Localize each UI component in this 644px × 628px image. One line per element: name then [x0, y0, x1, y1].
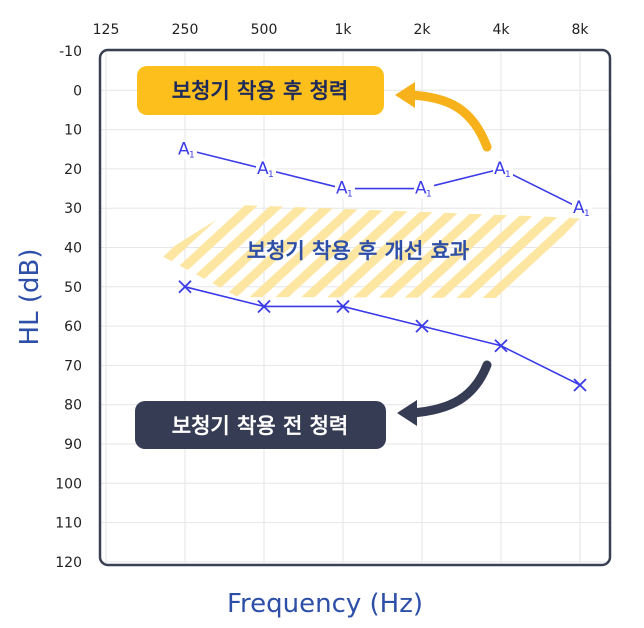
marker-backdrop	[493, 158, 513, 179]
hatch-stripe	[606, 190, 644, 310]
marker-subscript: 1	[268, 170, 274, 180]
series-unaided-segment	[421, 325, 502, 347]
marker-backdrop	[177, 139, 197, 160]
y-tick-label: 20	[64, 162, 82, 178]
series-unaided-segment	[342, 305, 423, 327]
marker-glyph: A	[573, 198, 585, 218]
marker-backdrop	[256, 158, 276, 179]
x-tick-label: 4k	[492, 22, 510, 38]
y-tick-label: 80	[64, 398, 82, 414]
hatch-stripe	[212, 205, 350, 298]
marker-glyph: A	[257, 159, 269, 179]
x-tick-labels: 125 250 500 1k 2k 4k 8k	[93, 22, 590, 38]
y-tick-label: 40	[64, 241, 82, 257]
marker-glyph: A	[336, 179, 348, 199]
marker-glyph: A	[415, 179, 427, 199]
hatch-stripe	[632, 190, 644, 310]
y-tick-label: 10	[64, 123, 82, 139]
y-tick-label: 0	[73, 83, 82, 99]
unaided-pill-label: 보청기 착용 전 청력	[172, 414, 349, 438]
x-tick-label: 125	[93, 22, 120, 38]
marker-glyph: A	[178, 139, 190, 159]
y-tick-label: 110	[55, 516, 82, 532]
y-tick-label: 90	[64, 437, 82, 453]
marker-subscript: 1	[426, 190, 432, 200]
marker-backdrop	[335, 178, 355, 199]
hatch-stripe	[0, 190, 8, 310]
y-tick-label: -10	[59, 44, 82, 60]
aided-pill	[137, 66, 384, 115]
y-tick-label: 70	[64, 358, 82, 374]
series-aided-segment	[421, 168, 502, 190]
x-tick-label: 2k	[413, 22, 431, 38]
x-tick-label: 500	[251, 22, 278, 38]
series-unaided	[178, 280, 587, 392]
series-unaided-point	[257, 299, 271, 314]
marker-subscript: 1	[347, 190, 353, 200]
series-unaided-point	[494, 339, 508, 353]
marker-subscript: 1	[505, 170, 511, 180]
aided-arrowhead	[395, 82, 415, 108]
x-tick-label: 1k	[334, 22, 352, 38]
marker-glyph: A	[494, 159, 506, 179]
y-axis-title: HL (dB)	[15, 249, 45, 346]
y-tick-label: 30	[64, 201, 82, 217]
series-aided-segment	[263, 168, 344, 190]
y-tick-label: 120	[55, 555, 82, 571]
series-unaided-segment	[184, 286, 265, 308]
hatch-stripe	[238, 205, 376, 298]
unaided-arrow	[407, 360, 492, 418]
aided-callout: 보청기 착용 후 청력	[137, 66, 492, 152]
marker-backdrop	[414, 178, 434, 199]
y-tick-label: 100	[55, 476, 82, 492]
aided-pill-label: 보청기 착용 후 청력	[172, 79, 349, 103]
series-unaided-segment	[500, 345, 581, 386]
y-tick-labels: -10 0 10 20 30 40 50 60 70 80 90 100 110 120	[55, 44, 82, 571]
series-unaided-point	[415, 319, 429, 333]
series-aided-segment	[500, 168, 581, 209]
series-aided-segment	[184, 148, 265, 170]
series-aided: A 1A 1A 1 A 1A 1A 1	[177, 139, 592, 219]
aided-arrow	[405, 90, 492, 152]
unaided-pill	[135, 401, 386, 449]
marker-subscript: 1	[584, 209, 590, 219]
series-unaided-point	[178, 280, 192, 294]
y-tick-label: 50	[64, 280, 82, 296]
unaided-arrowhead	[397, 400, 417, 426]
series-layer: A 1A 1A 1 A 1A 1A 1	[177, 139, 592, 392]
marker-backdrop	[572, 198, 592, 219]
x-axis-title: Frequency (Hz)	[227, 589, 423, 619]
improvement-label: 보청기 착용 후 개선 효과	[247, 239, 469, 263]
hatch-stripe	[160, 205, 272, 298]
unaided-callout: 보청기 착용 전 청력	[135, 360, 492, 449]
hatch-stripe	[472, 205, 580, 298]
y-tick-label: 60	[64, 319, 82, 335]
series-unaided-point	[573, 378, 587, 392]
marker-subscript: 1	[189, 150, 195, 160]
gridlines	[101, 50, 609, 563]
x-tick-label: 8k	[571, 22, 589, 38]
x-tick-label: 250	[172, 22, 199, 38]
plot-frame	[98, 48, 612, 567]
series-unaided-point	[336, 299, 350, 314]
